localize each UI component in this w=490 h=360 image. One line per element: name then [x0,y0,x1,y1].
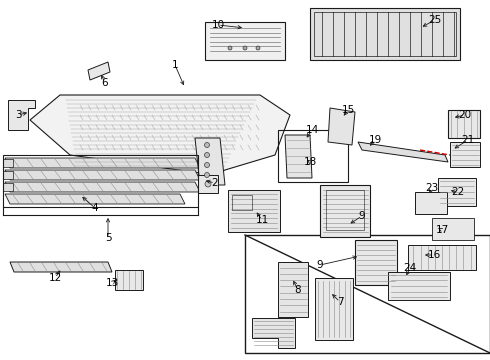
Text: 12: 12 [49,273,62,283]
Polygon shape [88,62,110,80]
Text: 4: 4 [92,203,98,213]
Text: 6: 6 [102,78,108,88]
Polygon shape [10,262,112,272]
Bar [245,235,490,353]
Polygon shape [358,142,448,162]
Bar [3,155,198,207]
Bar [3,183,13,191]
Text: 10: 10 [212,20,224,30]
Bar [415,192,447,214]
Text: 9: 9 [317,260,323,270]
Polygon shape [5,182,200,192]
Circle shape [204,172,210,177]
Bar [388,272,450,300]
Text: 25: 25 [428,15,441,25]
Polygon shape [5,158,200,168]
Bar [408,245,476,270]
Polygon shape [285,135,312,178]
Bar [228,190,280,232]
Text: 9: 9 [359,211,366,221]
Text: 17: 17 [436,225,449,235]
Text: 23: 23 [425,183,439,193]
Circle shape [204,143,210,148]
Bar [326,190,364,230]
Text: 14: 14 [305,125,318,135]
Circle shape [256,46,260,50]
Text: 1: 1 [172,60,178,70]
Circle shape [205,181,211,187]
Bar [450,142,480,167]
Text: 3: 3 [15,110,21,120]
Bar [432,218,474,240]
Circle shape [204,153,210,158]
Bar [314,12,456,56]
Bar [198,175,218,193]
Bar [438,178,476,206]
Text: 2: 2 [212,178,219,188]
Bar [278,130,348,182]
Bar [232,195,252,210]
Bar [278,262,308,317]
Text: 21: 21 [462,135,475,145]
Polygon shape [5,194,185,204]
Text: 8: 8 [294,285,301,295]
Text: 5: 5 [105,233,111,243]
Text: 22: 22 [451,187,465,197]
Text: 13: 13 [105,278,119,288]
Bar [310,8,460,60]
Circle shape [204,162,210,167]
Bar [115,270,143,290]
Text: 11: 11 [255,215,269,225]
Bar [205,22,285,60]
Text: 7: 7 [337,297,343,307]
Polygon shape [5,170,200,180]
Polygon shape [328,108,355,145]
Bar [315,278,353,340]
Text: 15: 15 [342,105,355,115]
Text: 16: 16 [427,250,441,260]
Bar [3,159,13,167]
Polygon shape [195,138,225,185]
Polygon shape [30,95,290,175]
Text: 19: 19 [368,135,382,145]
Circle shape [228,46,232,50]
Bar [3,171,13,179]
Text: 20: 20 [459,110,471,120]
Bar [448,110,480,138]
Circle shape [243,46,247,50]
Text: 18: 18 [303,157,317,167]
Text: 24: 24 [403,263,416,273]
Bar [320,185,370,237]
Bar [355,240,397,285]
Polygon shape [252,318,295,348]
Polygon shape [8,100,35,130]
